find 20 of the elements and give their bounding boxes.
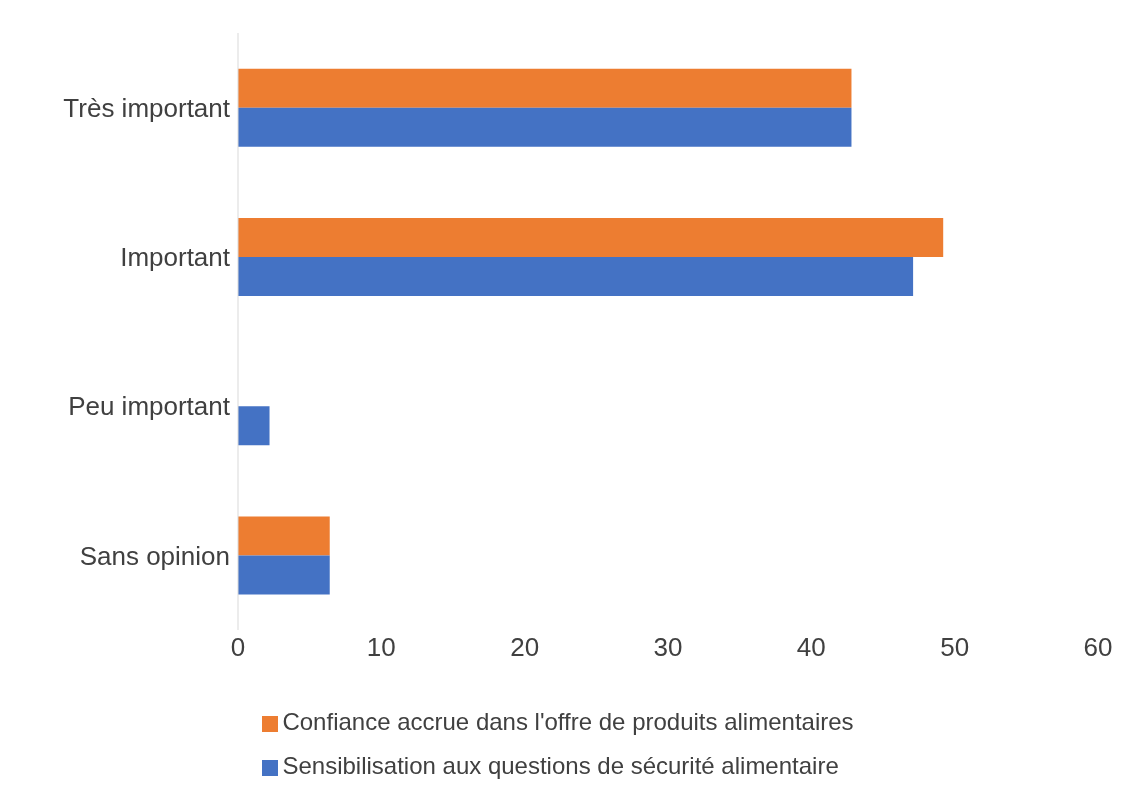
x-tick-label: 40	[796, 632, 826, 663]
x-tick-label: 20	[510, 632, 540, 663]
bar	[238, 257, 914, 297]
y-tick-label: Sans opinion	[79, 540, 230, 571]
x-tick-label: 30	[653, 632, 683, 663]
bar	[238, 516, 330, 556]
bar	[238, 68, 852, 108]
x-tick-label: 50	[940, 632, 970, 663]
x-tick-label: 60	[1083, 632, 1113, 663]
bar	[238, 218, 944, 258]
y-tick-label: Très important	[63, 92, 231, 123]
x-tick-label: 10	[366, 632, 396, 663]
bar	[238, 406, 270, 446]
bar	[238, 555, 330, 595]
x-tick-label: 0	[230, 632, 246, 663]
y-tick-label: Peu important	[68, 391, 231, 422]
y-tick-label: Important	[120, 242, 231, 273]
bar	[238, 107, 852, 147]
legend-label: Sensibilisation aux questions de sécurité alimentaire	[282, 752, 839, 779]
legend-label: Confiance accrue dans l'offre de produits alimentaires	[282, 708, 854, 735]
